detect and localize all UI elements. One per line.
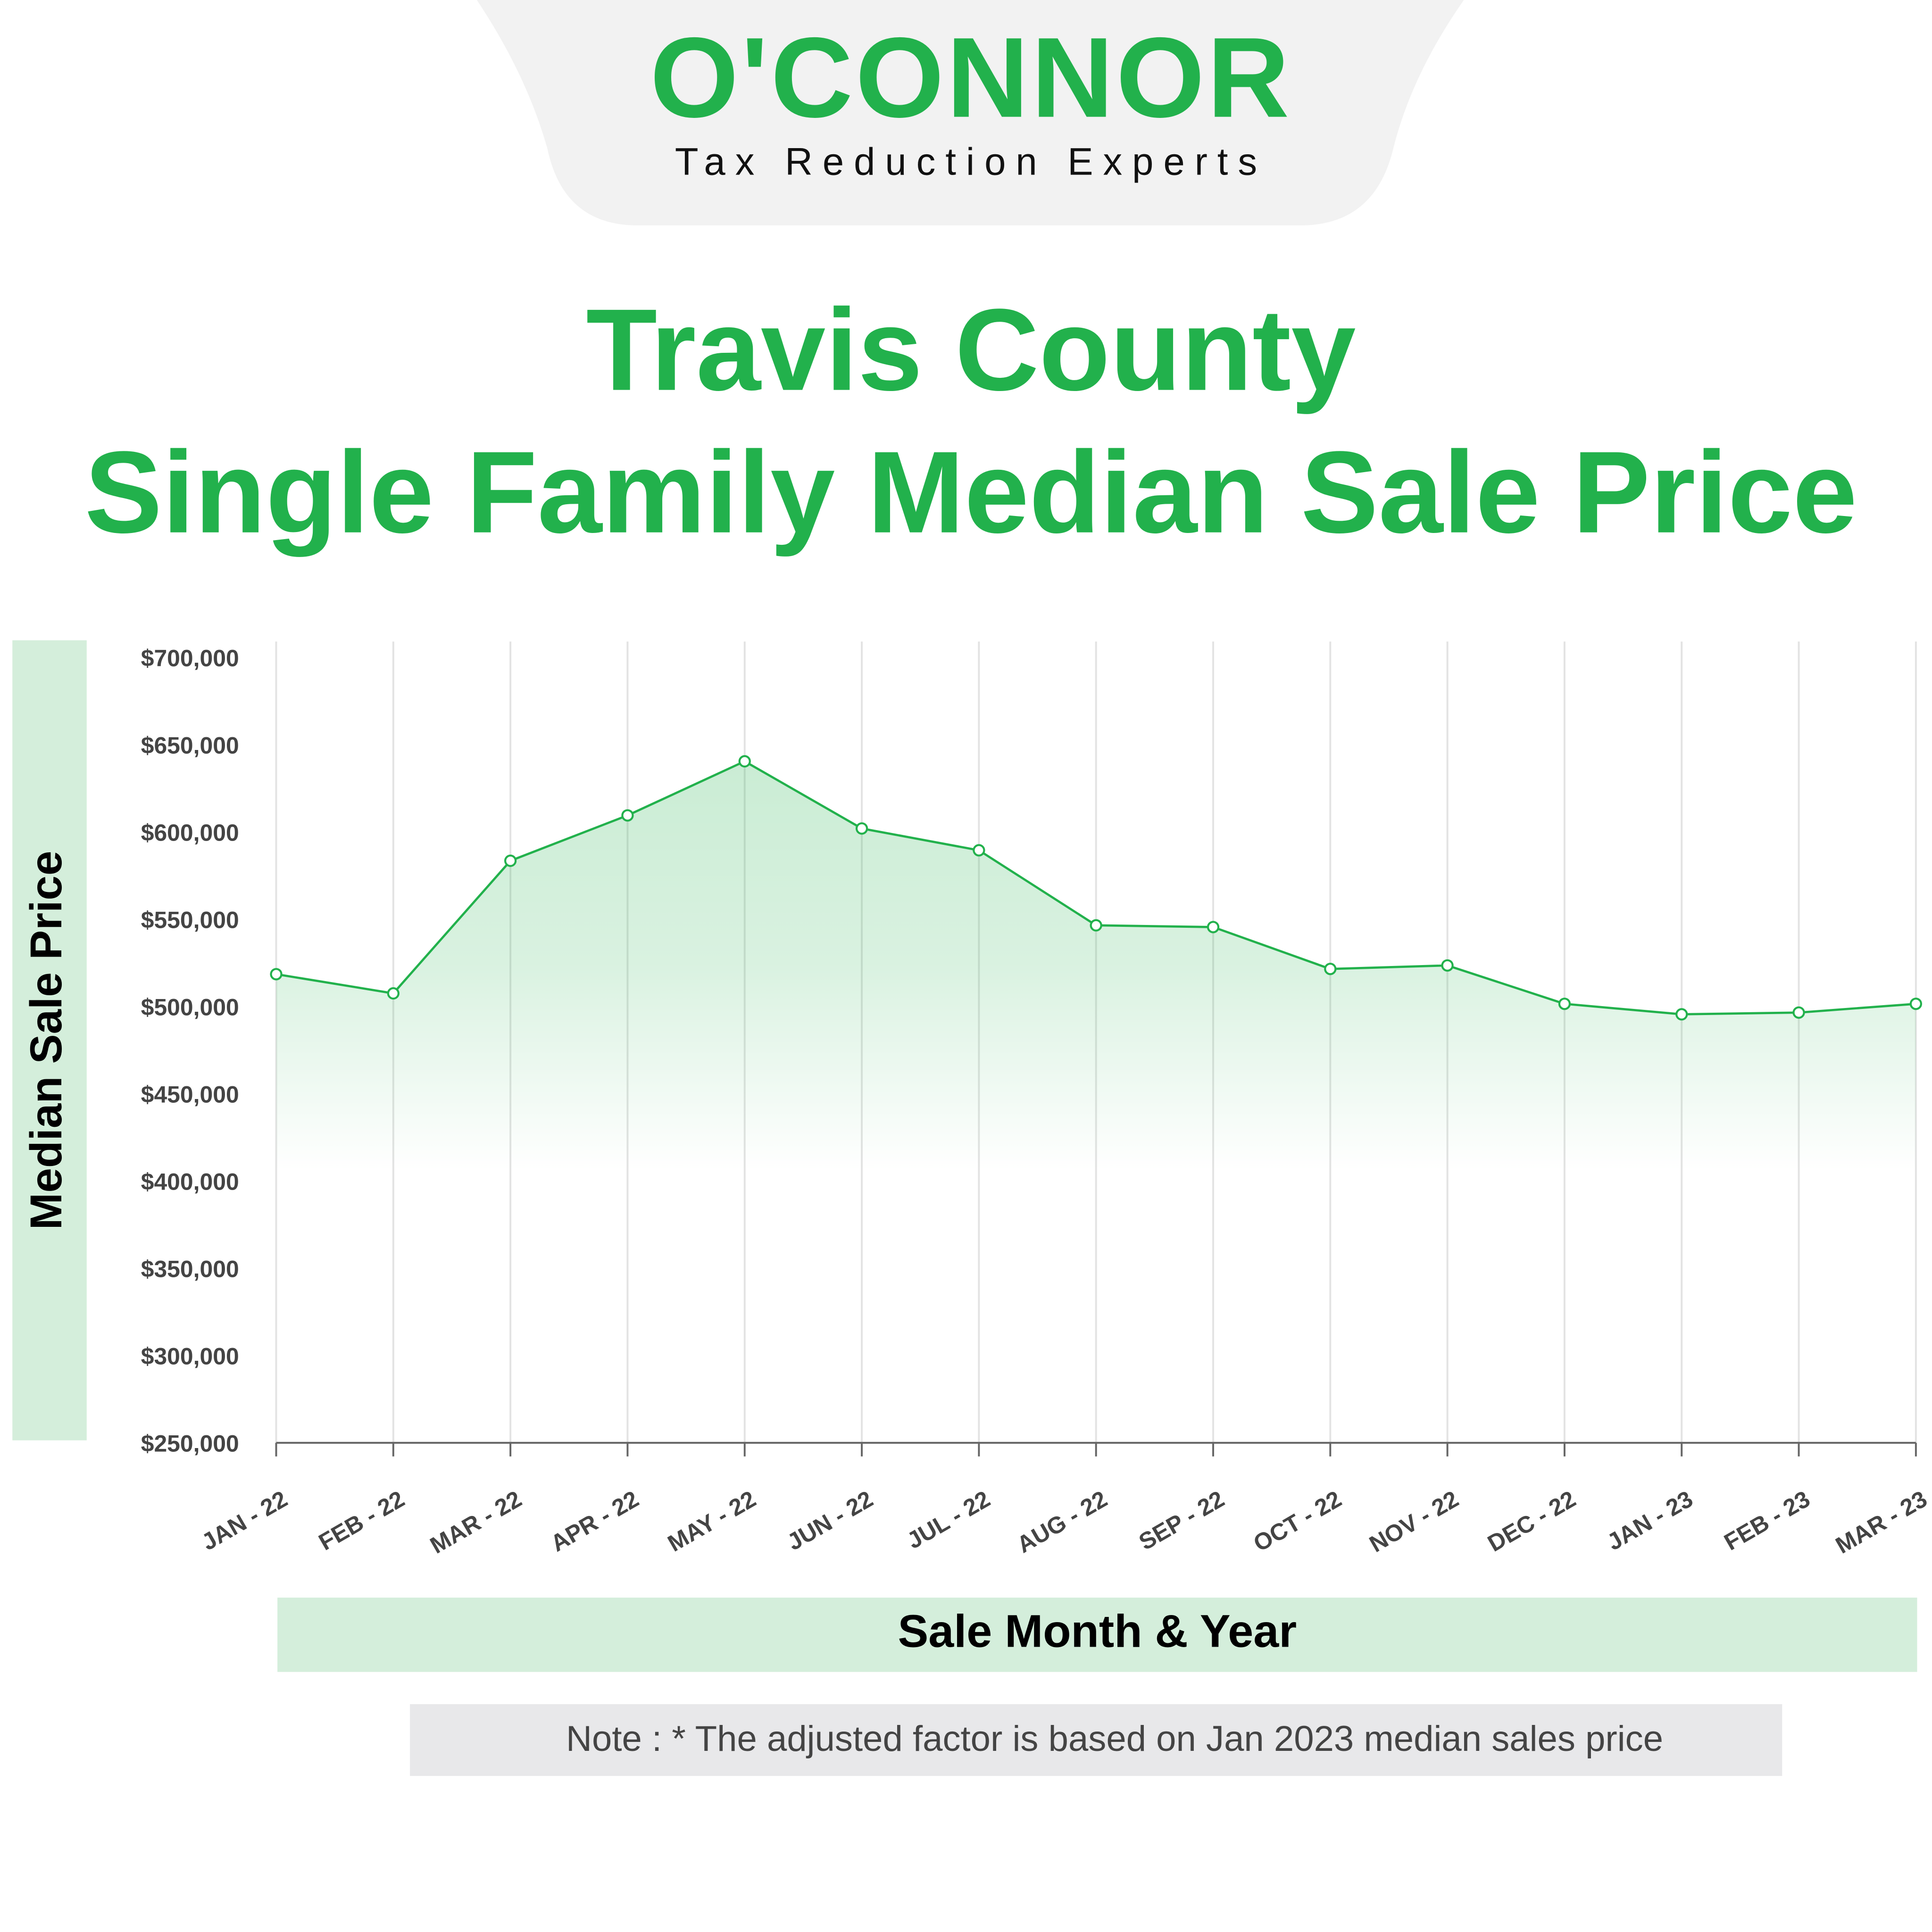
x-tick-label: JAN - 23 <box>1602 1485 1697 1555</box>
chart-title: Single Family Median Sale Price <box>84 428 1857 558</box>
x-label-box <box>277 1598 1917 1672</box>
x-tick-label: MAR - 23 <box>1831 1485 1932 1558</box>
point <box>1792 1006 1805 1019</box>
point <box>855 822 868 835</box>
y-axis-label: Median Sale Price <box>21 851 71 1230</box>
point <box>1324 963 1337 975</box>
x-tick-label: FEB - 23 <box>1720 1485 1815 1555</box>
header-shape <box>476 0 1464 225</box>
point <box>1558 998 1571 1010</box>
x-tick-label: JUN - 22 <box>783 1485 877 1555</box>
y-tick-label: $500,000 <box>141 994 239 1020</box>
x-tick-label: SEP - 22 <box>1134 1485 1229 1555</box>
point <box>387 987 400 1000</box>
y-tick-label: $450,000 <box>141 1081 239 1108</box>
note: Note : * The adjusted factor is based on… <box>566 1719 1663 1759</box>
y-tick-label: $250,000 <box>141 1430 239 1457</box>
x-tick-label: NOV - 22 <box>1365 1485 1463 1557</box>
point <box>1207 921 1220 933</box>
x-tick-label: OCT - 22 <box>1249 1485 1346 1557</box>
x-tick-label: JAN - 22 <box>197 1485 292 1555</box>
chart-title: Travis County <box>586 285 1356 415</box>
logo-name: O'CONNOR <box>650 14 1292 142</box>
x-tick-label: MAY - 22 <box>663 1485 760 1557</box>
y-tick-label: $550,000 <box>141 907 239 933</box>
x-tick-label: MAR - 22 <box>425 1485 526 1558</box>
y-tick-label: $300,000 <box>141 1343 239 1369</box>
point <box>1090 919 1102 932</box>
y-label-box <box>12 640 87 1441</box>
point <box>621 809 634 822</box>
point <box>504 854 517 867</box>
y-tick-label: $350,000 <box>141 1256 239 1282</box>
logo-tagline: Tax Reduction Experts <box>675 141 1267 183</box>
x-tick-label: APR - 22 <box>546 1485 643 1557</box>
x-axis-label: Sale Month & Year <box>898 1606 1297 1657</box>
point <box>1909 998 1922 1010</box>
y-tick-label: $600,000 <box>141 820 239 846</box>
y-tick-label: $400,000 <box>141 1168 239 1195</box>
x-tick-label: FEB - 22 <box>314 1485 409 1555</box>
point <box>1441 959 1454 972</box>
point <box>1675 1008 1688 1021</box>
note-box <box>410 1704 1782 1776</box>
point <box>973 844 985 857</box>
area <box>276 761 1916 1446</box>
point <box>270 968 283 981</box>
point <box>738 755 751 768</box>
x-tick-label: JUL - 22 <box>902 1485 994 1554</box>
x-tick-label: DEC - 22 <box>1483 1485 1580 1557</box>
y-tick-label: $650,000 <box>141 733 239 759</box>
y-tick-label: $700,000 <box>141 645 239 672</box>
x-tick-label: AUG - 22 <box>1012 1485 1111 1558</box>
